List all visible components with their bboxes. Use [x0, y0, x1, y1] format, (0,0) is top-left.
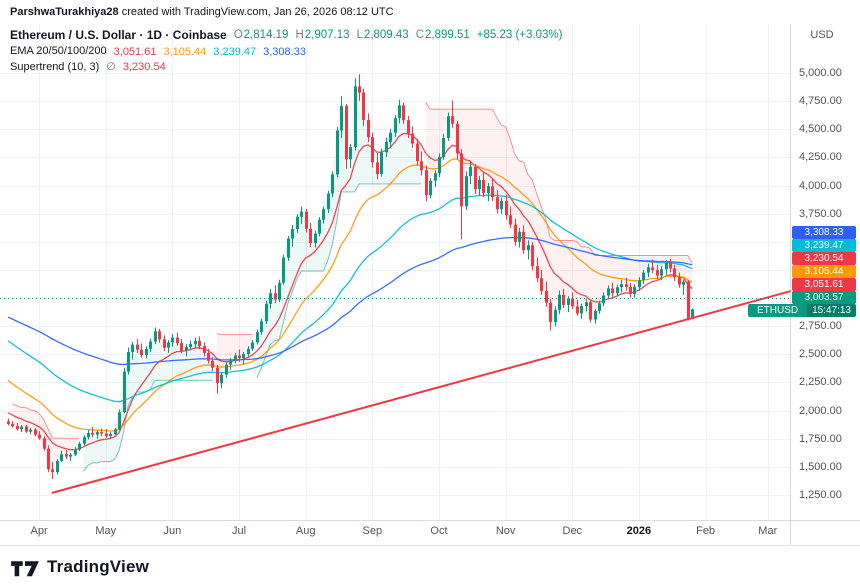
- ema-value: 3,105.44: [163, 45, 207, 58]
- chart-legend: Ethereum / U.S. Dollar · 1D · Coinbase O…: [10, 27, 562, 75]
- change-value: +85.23 (+3.03%): [476, 29, 563, 41]
- symbol-badge-text: ETHUSD: [756, 305, 799, 317]
- ohlc-values: O 2,814.19 H 2,907.13 L 2,809.43 C 2,899.51: [227, 27, 470, 43]
- supertrend-indicator-label[interactable]: Supertrend (10, 3): [10, 61, 100, 73]
- ohlc-close-label: C: [415, 29, 424, 41]
- symbol-countdown-badge: ETHUSD 15:47:13: [748, 304, 856, 318]
- tradingview-wordmark[interactable]: TradingView: [47, 556, 150, 576]
- attribution-text: created with TradingView.com, Jan 26, 20…: [118, 6, 394, 18]
- attribution-bar: ParshwaTurakhiya28 created with TradingV…: [0, 0, 394, 24]
- symbol-title[interactable]: Ethereum / U.S. Dollar · 1D · Coinbase: [10, 28, 227, 42]
- legend-ema-row[interactable]: EMA 20/50/100/200 3,051.61 3,105.44 3,239.…: [10, 43, 562, 59]
- ema-value: 3,239.47: [213, 45, 257, 58]
- ema-value: 3,051.61: [113, 45, 157, 58]
- legend-supertrend-row[interactable]: Supertrend (10, 3) ∅ 3,230.54: [10, 59, 562, 75]
- ohlc-low: 2,809.43: [363, 29, 409, 41]
- ema-indicator-label[interactable]: EMA 20/50/100/200: [10, 45, 107, 57]
- ohlc-low-label: L: [356, 29, 363, 41]
- ohlc-high: 2,907.13: [304, 29, 350, 41]
- ohlc-open: 2,814.19: [243, 29, 289, 41]
- supertrend-prefix-icon: ∅: [106, 61, 116, 73]
- footer: TradingView: [0, 545, 860, 587]
- ema-values: 3,051.61 3,105.44 3,239.47 3,308.33: [107, 43, 306, 60]
- currency-label[interactable]: USD: [810, 29, 834, 41]
- ohlc-high-label: H: [295, 29, 304, 41]
- chart-area: 5,000.00 4,750.00 4,500.00 4,250.00 4,000.00…: [0, 24, 860, 545]
- bar-countdown: 15:47:13: [807, 304, 856, 318]
- price-chart-canvas[interactable]: [0, 24, 860, 545]
- attribution-user: ParshwaTurakhiya28: [10, 6, 119, 18]
- ohlc-close: 2,899.51: [425, 29, 470, 41]
- legend-symbol-row[interactable]: Ethereum / U.S. Dollar · 1D · Coinbase O…: [10, 27, 562, 43]
- ohlc-open-label: O: [233, 29, 243, 41]
- ema-value: 3,308.33: [263, 45, 306, 58]
- tradingview-logo-icon[interactable]: [10, 555, 40, 578]
- supertrend-value: 3,230.54: [122, 61, 166, 73]
